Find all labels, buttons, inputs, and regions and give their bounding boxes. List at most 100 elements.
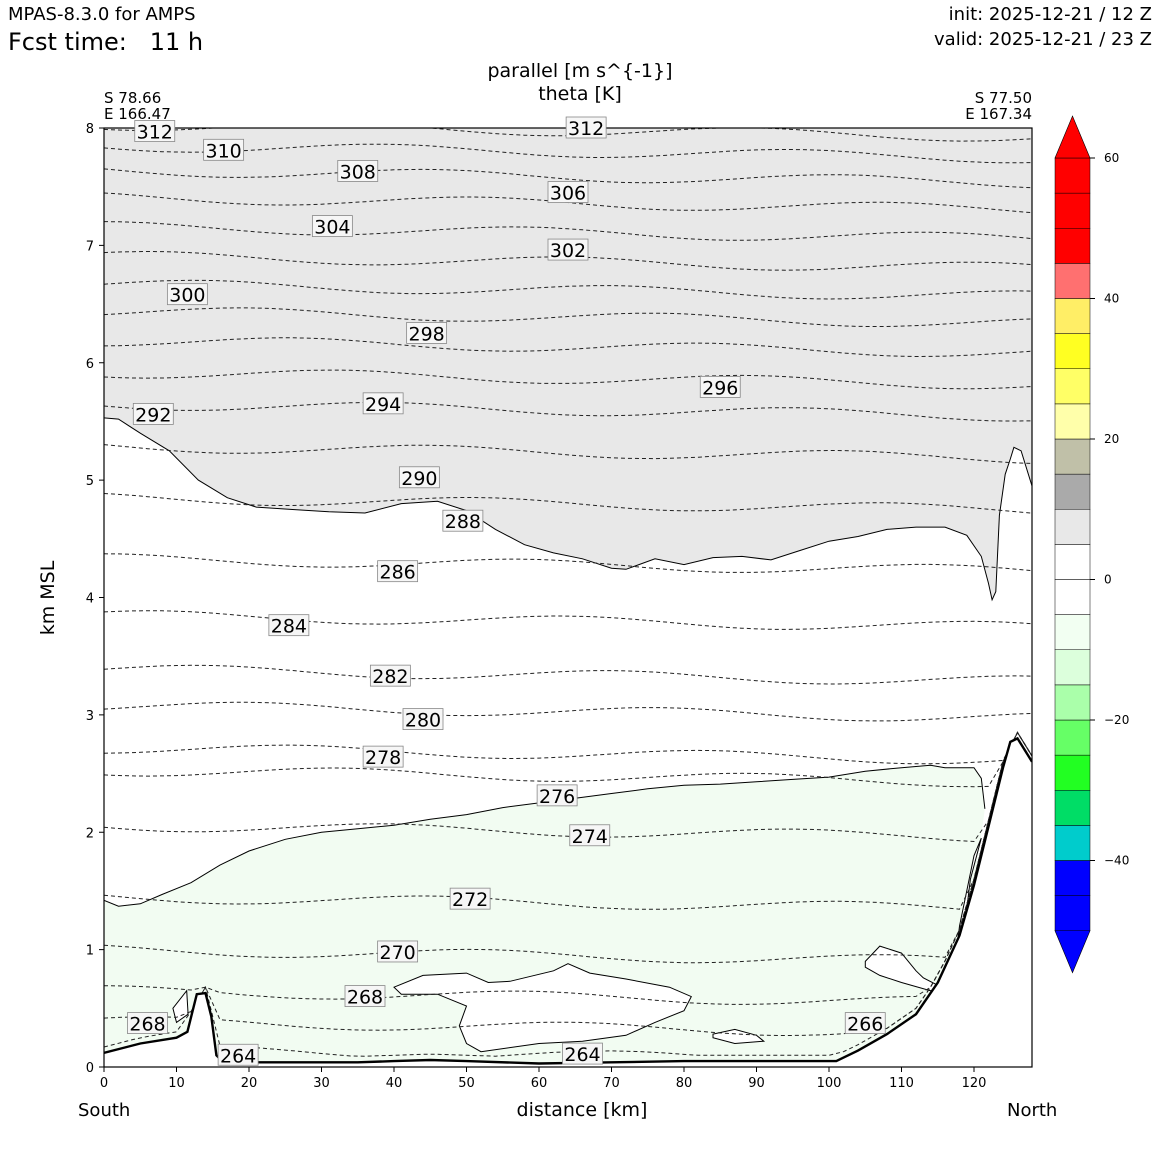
theta-label-text: 286 xyxy=(379,562,415,584)
theta-label-text: 302 xyxy=(550,240,586,262)
theta-contour-286 xyxy=(104,553,1032,573)
x-tick-label: 0 xyxy=(100,1076,108,1091)
left-endpoint-lat: S 78.66 xyxy=(104,89,162,107)
theta-contour-310 xyxy=(104,143,1032,164)
theta-contour-276 xyxy=(104,731,1032,788)
theta-label-box xyxy=(127,1012,168,1034)
positive-wind-shading xyxy=(104,128,1032,600)
theta-label-box xyxy=(344,985,386,1007)
theta-label: 300 xyxy=(166,283,208,307)
theta-label: 278 xyxy=(362,745,404,769)
y-tick-label: 5 xyxy=(86,474,94,489)
theta-label: 266 xyxy=(844,1012,886,1036)
theta-label: 296 xyxy=(699,375,741,399)
theta-contour-296 xyxy=(104,337,1032,358)
theta-label-text: 312 xyxy=(137,122,173,144)
theta-label-text: 268 xyxy=(129,1014,165,1036)
colorbar-segment xyxy=(1054,192,1091,229)
x-tick-label: 70 xyxy=(603,1076,620,1091)
theta-contour-266 xyxy=(104,731,1032,1037)
colorbar-segment xyxy=(1054,228,1091,264)
theta-label-box xyxy=(536,784,578,807)
theta-label-text: 306 xyxy=(550,183,586,205)
theta-contour-268 xyxy=(104,731,1032,1005)
theta-label: 274 xyxy=(569,824,611,848)
theta-label: 292 xyxy=(132,402,174,426)
theta-label-text: 280 xyxy=(405,710,441,732)
colorbar-segment xyxy=(1054,298,1091,334)
colorbar-segment xyxy=(1054,614,1091,650)
theta-label-text: 270 xyxy=(379,942,415,964)
theta-label-box xyxy=(268,614,310,637)
colorbar-segment xyxy=(1054,368,1091,405)
theta-label: 290 xyxy=(398,466,440,490)
theta-label-box xyxy=(699,375,741,398)
theta-label-text: 272 xyxy=(452,889,488,911)
theta-contour-282 xyxy=(104,664,1032,685)
theta-contour-298 xyxy=(104,307,1032,327)
y-tick-label: 6 xyxy=(86,357,94,372)
y-tick-label: 2 xyxy=(86,826,94,841)
colorbar-tick-label: 60 xyxy=(1104,151,1119,165)
theta-label-box xyxy=(406,322,448,344)
theta-label-box xyxy=(311,215,353,237)
colorbar-segment xyxy=(1054,579,1091,615)
x-tick-label: 120 xyxy=(962,1076,987,1091)
chart-title-line1: parallel [m s^{-1}] xyxy=(487,60,673,82)
y-tick-label: 1 xyxy=(86,944,94,959)
colorbar-max-extend xyxy=(1054,115,1091,159)
theta-label: 312 xyxy=(565,116,607,140)
colorbar-segment xyxy=(1054,684,1091,721)
colorbar: 60 40 20 0 −20 −40 xyxy=(1054,115,1129,974)
theta-label-text: 264 xyxy=(564,1044,600,1066)
colorbar-segment xyxy=(1054,719,1091,756)
colorbar-segment xyxy=(1054,263,1091,299)
right-endpoint-lat: S 77.50 xyxy=(974,89,1032,107)
theta-contour-284 xyxy=(104,610,1032,630)
x-tick-label: 80 xyxy=(676,1076,693,1091)
theta-label-text: 278 xyxy=(365,747,401,769)
x-tick-label: 50 xyxy=(458,1076,475,1091)
theta-contour-274 xyxy=(104,731,1032,843)
x-tick-label: 110 xyxy=(889,1076,914,1091)
theta-label: 270 xyxy=(377,940,419,964)
x-tick-label: 100 xyxy=(817,1076,842,1091)
valid-time: valid: 2025-12-21 / 23 Z xyxy=(934,29,1152,50)
theta-label-text: 300 xyxy=(169,285,205,307)
chart-title-line2: theta [K] xyxy=(538,83,622,105)
theta-label: 282 xyxy=(369,664,411,688)
theta-contour-292 xyxy=(104,401,1032,422)
theta-label-text: 266 xyxy=(847,1014,883,1036)
colorbar-segment xyxy=(1054,333,1091,369)
theta-label-box xyxy=(377,560,419,583)
theta-contour-280 xyxy=(104,701,1032,722)
colorbar-segment xyxy=(1054,895,1091,931)
colorbar-tick-label: 0 xyxy=(1104,573,1112,587)
theta-label: 288 xyxy=(442,509,484,533)
colorbar-segment xyxy=(1054,438,1091,475)
y-tick-label: 4 xyxy=(86,592,94,607)
theta-label-text: 296 xyxy=(702,377,738,399)
theta-label-text: 304 xyxy=(314,217,350,239)
x-tick-label: 10 xyxy=(168,1076,185,1091)
theta-label: 272 xyxy=(449,887,491,911)
south-end-label: South xyxy=(78,1100,131,1121)
colorbar-segment xyxy=(1054,790,1091,826)
theta-label: 280 xyxy=(402,708,444,732)
colorbar-tick-label: 20 xyxy=(1104,432,1119,446)
plot-area xyxy=(104,128,1032,1067)
colorbar-segment xyxy=(1054,403,1091,440)
theta-label: 268 xyxy=(127,1012,168,1036)
theta-label-box xyxy=(362,745,404,768)
y-tick-label: 8 xyxy=(86,122,94,137)
theta-label-box xyxy=(369,664,411,687)
theta-label-box xyxy=(844,1012,886,1034)
init-time: init: 2025-12-21 / 12 Z xyxy=(948,4,1152,25)
negative-wind-shading xyxy=(104,765,985,1064)
colorbar-segment xyxy=(1054,473,1091,510)
theta-label-text: 298 xyxy=(408,323,444,345)
north-end-label: North xyxy=(1007,1100,1058,1121)
theta-contour-308 xyxy=(104,168,1032,189)
terrain-fill xyxy=(104,738,1032,1067)
x-axis-label: distance [km] xyxy=(516,1099,648,1121)
